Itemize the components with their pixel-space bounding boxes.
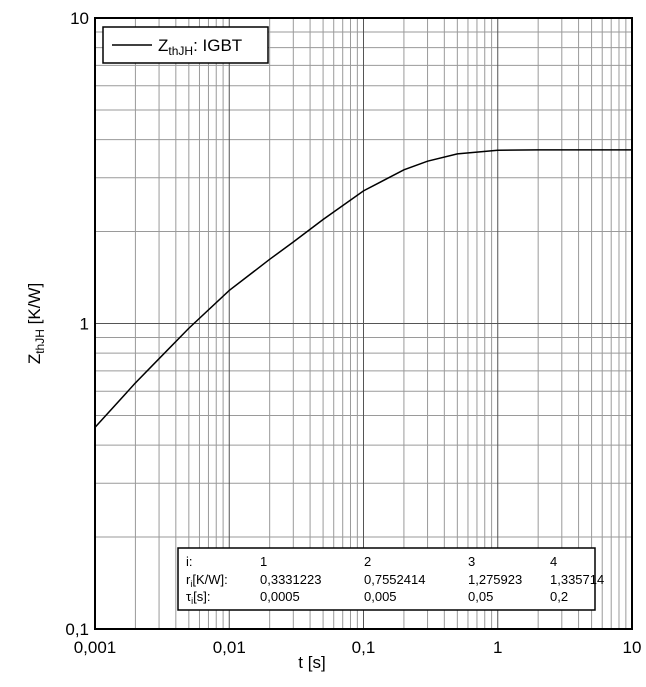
legend-label-main: Z (158, 36, 168, 55)
table-header: 1 (260, 554, 267, 569)
legend-label: ZthJH: IGBT (158, 36, 242, 58)
table-cell: 1,275923 (468, 572, 522, 587)
table-cell: 0,0005 (260, 589, 300, 604)
y-tick-label: 1 (80, 315, 89, 334)
table-row-label-sub: i (191, 596, 193, 606)
table-row-label: τi[s]: (186, 589, 210, 606)
y-axis-label: ZthJH [K/W] (25, 283, 47, 364)
table-row-label-rest: [s]: (193, 589, 210, 604)
param-table-box (177, 547, 596, 611)
legend-label-sub: thJH (168, 44, 193, 58)
x-tick-label: 10 (623, 638, 642, 657)
x-tick-label: 0,01 (213, 638, 246, 657)
x-tick-label: 0,1 (352, 638, 376, 657)
table-cell: 0,2 (550, 589, 568, 604)
table-row-label-main: r (186, 572, 191, 587)
table-header: 2 (364, 554, 371, 569)
table-header: 3 (468, 554, 475, 569)
y-tick-label: 10 (70, 9, 89, 28)
table-row-label-sub: i (190, 579, 192, 589)
table-header: 4 (550, 554, 557, 569)
y-tick-label: 0,1 (65, 620, 89, 639)
table-cell: 0,3331223 (260, 572, 321, 587)
x-axis-label: t [s] (298, 653, 325, 672)
table-row-label-rest: [K/W]: (192, 572, 227, 587)
table-cell: 0,7552414 (364, 572, 425, 587)
x-tick-label: 0,001 (74, 638, 117, 657)
table-row-label: ri[K/W]: (186, 572, 228, 589)
table-cell: 0,05 (468, 589, 493, 604)
data-line (94, 149, 632, 428)
table-row-label-main: τ (186, 589, 192, 604)
x-tick-label: 1 (493, 638, 502, 657)
y-axis-label-main: Z (25, 354, 44, 364)
table-header: i: (186, 554, 193, 569)
plot-frame (94, 17, 633, 630)
table-cell: 0,005 (364, 589, 397, 604)
legend-label-rest: : IGBT (193, 36, 242, 55)
table-cell: 1,335714 (550, 572, 604, 587)
y-axis-label-sub: thJH (33, 329, 47, 354)
y-axis-label-rest: [K/W] (25, 283, 44, 329)
